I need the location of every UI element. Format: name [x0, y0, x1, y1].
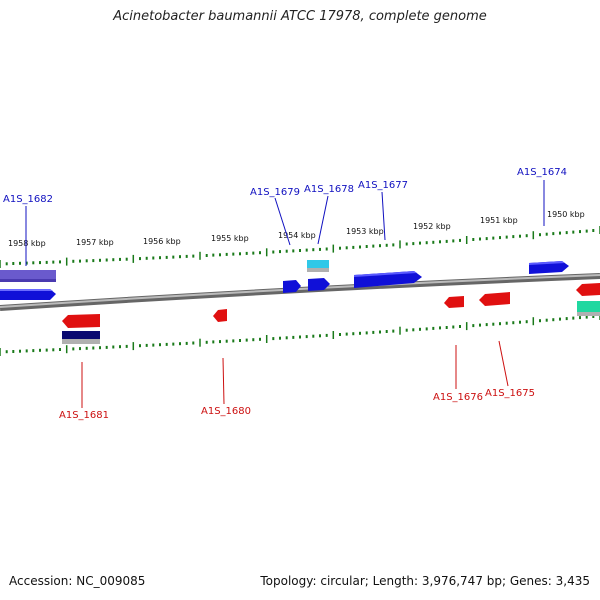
- gene-a1s-1678: [308, 278, 330, 291]
- gene-label-a1s-1675: A1S_1675: [485, 388, 535, 399]
- gene-label-a1s-1679: A1S_1679: [250, 187, 300, 198]
- accession-text: Accession: NC_009085: [9, 574, 146, 588]
- ruler-label: 1954 kbp: [278, 231, 316, 240]
- gene-edge-red: [576, 283, 600, 296]
- gene-a1s-1675: [479, 292, 510, 306]
- ruler-label: 1953 kbp: [346, 227, 384, 236]
- ruler-label: 1956 kbp: [143, 237, 181, 246]
- gene-label-a1s-1677: A1S_1677: [358, 180, 408, 191]
- ruler-label: 1951 kbp: [480, 216, 518, 225]
- gene-label-a1s-1680: A1S_1680: [201, 406, 251, 417]
- ruler-ticks-top: [0, 226, 600, 268]
- ruler-label: 1955 kbp: [211, 234, 249, 243]
- ruler-label: 1957 kbp: [76, 238, 114, 247]
- gene-a1s-1676: [444, 296, 464, 308]
- gene-a1s-1681: [62, 314, 100, 328]
- genome-backbone-highlight: [0, 274, 600, 308]
- gene-label-a1s-1682: A1S_1682: [3, 194, 53, 205]
- gene-label-a1s-1674: A1S_1674: [517, 167, 567, 178]
- gene-a1s-1679: [283, 280, 301, 293]
- gene-a1s-1682: [0, 289, 56, 300]
- map-title: Acinetobacter baumannii ATCC 17978, comp…: [113, 9, 487, 24]
- ruler-ticks-bottom: [0, 312, 600, 356]
- ruler-label: 1958 kbp: [8, 239, 46, 248]
- gene-label-a1s-1681: A1S_1681: [59, 410, 109, 421]
- gene-label-a1s-1678: A1S_1678: [304, 184, 354, 195]
- ruler-label: 1950 kbp: [547, 210, 585, 219]
- gene-label-a1s-1676: A1S_1676: [433, 392, 483, 403]
- genome-backbone: [0, 273, 600, 311]
- topology-summary: Topology: circular; Length: 3,976,747 bp…: [260, 574, 590, 588]
- ruler-label: 1952 kbp: [413, 222, 451, 231]
- gene-a1s-1680: [213, 309, 227, 322]
